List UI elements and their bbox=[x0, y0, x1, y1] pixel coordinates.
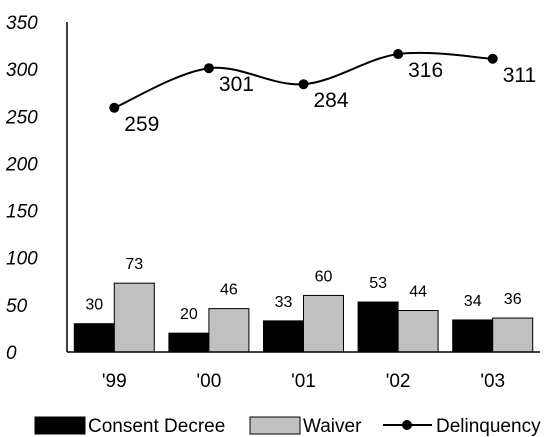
data-label-consent-decree: 53 bbox=[369, 275, 387, 292]
legend-label-waiver: Waiver bbox=[303, 416, 362, 437]
data-label-delinquency: 316 bbox=[408, 59, 443, 82]
data-label-consent-decree: 34 bbox=[464, 293, 482, 310]
y-tick-label: 250 bbox=[5, 107, 38, 128]
y-axis: 0 50 100 150 200 250 300 350 bbox=[5, 13, 68, 364]
data-label-delinquency: 311 bbox=[503, 64, 536, 87]
legend-marker-delinquency bbox=[402, 420, 412, 430]
delinquency-point bbox=[487, 53, 498, 64]
data-label-waiver: 60 bbox=[315, 268, 333, 285]
y-tick-label: 100 bbox=[6, 249, 38, 270]
bar-consent-decree bbox=[452, 319, 494, 353]
data-label-delinquency: 284 bbox=[314, 89, 349, 112]
data-label-delinquency: 301 bbox=[219, 73, 254, 96]
bar-waiver bbox=[492, 317, 534, 353]
data-label-consent-decree: 30 bbox=[85, 297, 103, 314]
x-tick-label: '00 bbox=[197, 371, 222, 392]
data-label-waiver: 73 bbox=[125, 256, 143, 273]
bar-consent-decree bbox=[73, 323, 115, 353]
data-label-waiver: 36 bbox=[504, 291, 522, 308]
delinquency-point bbox=[393, 49, 404, 60]
legend: Consent Decree Waiver Delinquency bbox=[34, 416, 541, 437]
delinquency-point bbox=[203, 63, 214, 74]
data-label-delinquency: 259 bbox=[124, 113, 159, 136]
y-tick-label: 150 bbox=[6, 202, 38, 223]
bar-consent-decree bbox=[168, 332, 210, 353]
data-label-consent-decree: 20 bbox=[180, 306, 198, 323]
bar-waiver bbox=[208, 308, 250, 353]
delinquency-line-group: 259 301 284 316 311 bbox=[109, 49, 536, 136]
y-tick-label: 350 bbox=[6, 13, 38, 34]
bars: 30 73 20 46 33 60 53 44 34 36 bbox=[73, 256, 534, 353]
legend-swatch-waiver bbox=[249, 416, 301, 435]
x-tick-label: '01 bbox=[291, 371, 316, 392]
legend-swatch-consent-decree bbox=[34, 416, 86, 435]
delinquency-point bbox=[298, 79, 309, 90]
bar-waiver bbox=[113, 282, 155, 353]
x-tick-label: '02 bbox=[386, 371, 411, 392]
x-tick-label: '99 bbox=[102, 371, 127, 392]
x-tick-label: '03 bbox=[480, 371, 505, 392]
x-axis: '99 '00 '01 '02 '03 bbox=[67, 351, 540, 392]
data-label-consent-decree: 33 bbox=[275, 294, 293, 311]
data-label-waiver: 46 bbox=[220, 282, 238, 299]
bar-waiver bbox=[303, 294, 344, 353]
legend-label-consent-decree: Consent Decree bbox=[88, 416, 225, 437]
y-tick-label: 200 bbox=[5, 154, 38, 175]
delinquency-point bbox=[109, 102, 120, 113]
data-label-waiver: 44 bbox=[409, 284, 427, 301]
y-tick-label: 0 bbox=[6, 343, 17, 364]
y-tick-label: 300 bbox=[6, 60, 38, 81]
bar-consent-decree bbox=[263, 320, 304, 353]
legend-label-delinquency: Delinquency bbox=[436, 416, 541, 437]
y-tick-label: 50 bbox=[6, 296, 28, 317]
bar-waiver bbox=[397, 310, 439, 353]
bar-consent-decree bbox=[357, 301, 399, 353]
